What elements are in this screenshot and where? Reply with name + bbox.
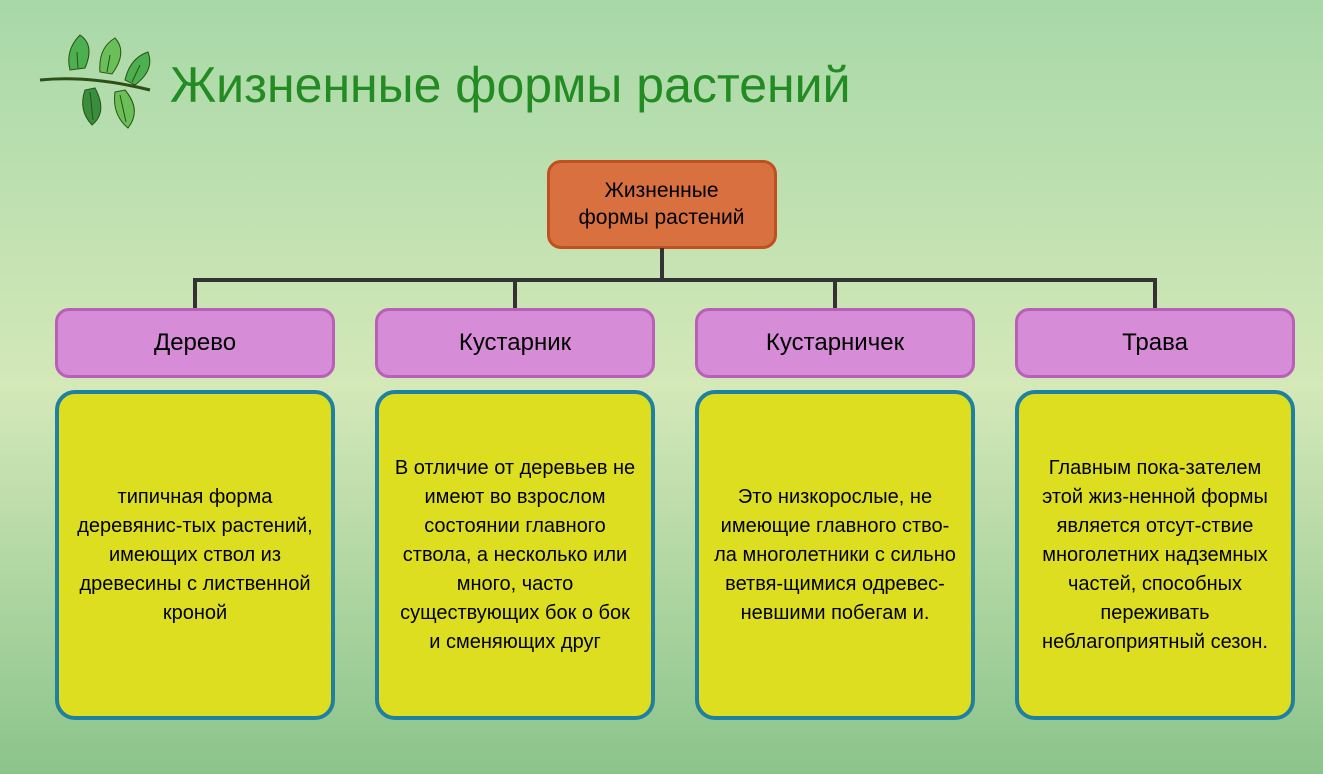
category-trava: Трава bbox=[1015, 308, 1295, 378]
page-title: Жизненные формы растений bbox=[170, 56, 851, 114]
category-label: Трава bbox=[1122, 329, 1188, 356]
connector-down-4 bbox=[1153, 278, 1157, 308]
description-kustarnichek: Это низкорослые, не имеющие главного ств… bbox=[695, 390, 975, 720]
description-text: Это низкорослые, не имеющие главного ств… bbox=[713, 483, 957, 628]
connector-root-down bbox=[660, 248, 664, 278]
diagram-container: Жизненныеформы растений Дерево Кустарник… bbox=[0, 150, 1323, 750]
category-label: Кустарник bbox=[459, 329, 571, 356]
connector-horizontal bbox=[195, 278, 1155, 282]
description-derevo: типичная форма деревянис-тых растений, и… bbox=[55, 390, 335, 720]
category-label: Дерево bbox=[154, 329, 236, 356]
description-text: В отличие от деревьев не имеют во взросл… bbox=[393, 454, 637, 657]
description-text: Главным пока-зателем этой жиз-ненной фор… bbox=[1033, 454, 1277, 657]
root-node: Жизненныеформы растений bbox=[547, 160, 777, 249]
connector-down-3 bbox=[833, 278, 837, 308]
connector-down-2 bbox=[513, 278, 517, 308]
header: Жизненные формы растений bbox=[0, 0, 1323, 140]
category-kustarnichek: Кустарничек bbox=[695, 308, 975, 378]
leaf-decoration bbox=[30, 30, 170, 140]
description-kustarnik: В отличие от деревьев не имеют во взросл… bbox=[375, 390, 655, 720]
category-kustarnik: Кустарник bbox=[375, 308, 655, 378]
category-label: Кустарничек bbox=[766, 329, 904, 356]
connector-down-1 bbox=[193, 278, 197, 308]
description-text: типичная форма деревянис-тых растений, и… bbox=[73, 483, 317, 628]
category-derevo: Дерево bbox=[55, 308, 335, 378]
description-trava: Главным пока-зателем этой жиз-ненной фор… bbox=[1015, 390, 1295, 720]
root-label: Жизненныеформы растений bbox=[579, 179, 745, 229]
